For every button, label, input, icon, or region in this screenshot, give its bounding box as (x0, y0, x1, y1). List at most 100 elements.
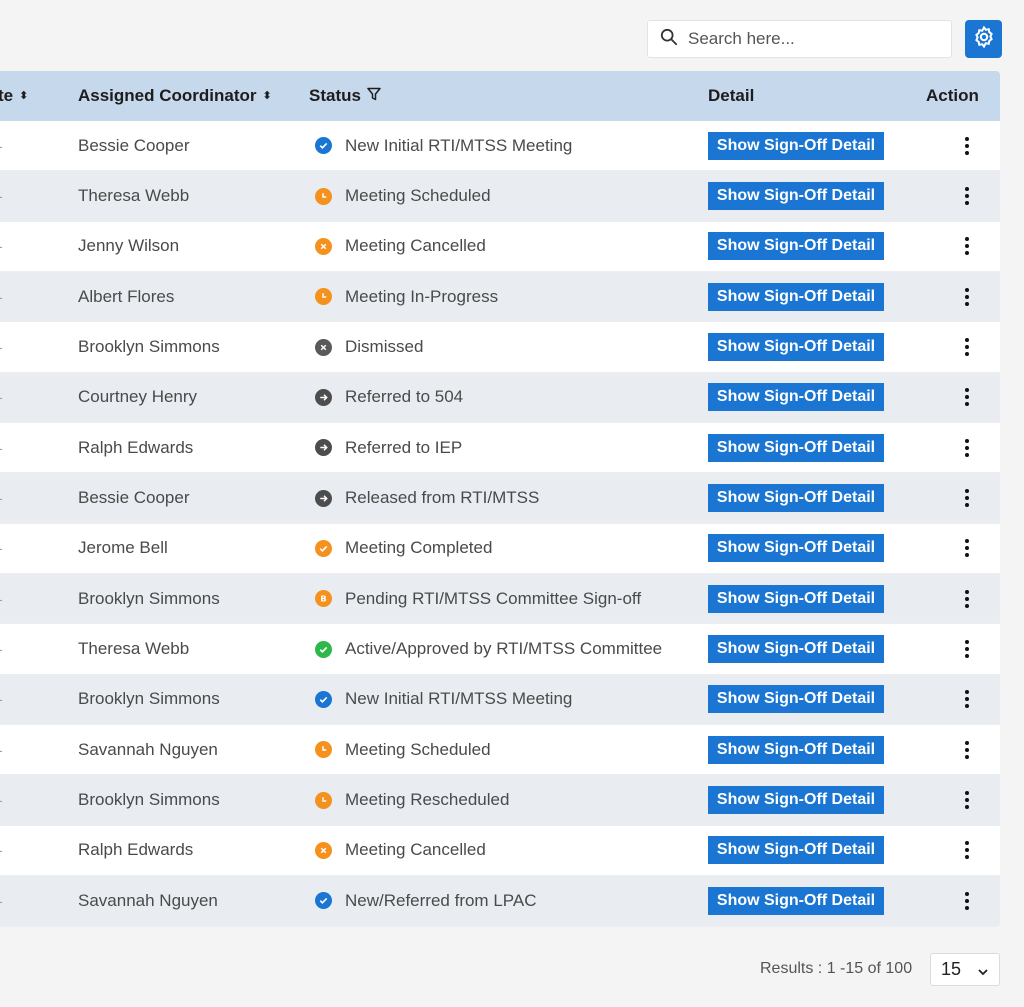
table-row: - Savannah Nguyen New/Referred from LPAC… (0, 876, 1000, 927)
search-box[interactable] (647, 20, 952, 58)
status-cell: Referred to IEP (315, 438, 462, 458)
arrow-right-icon (315, 388, 332, 406)
status-cell: Active/Approved by RTI/MTSS Committee (315, 639, 662, 659)
clock-orange-icon (315, 791, 332, 809)
x-dark-icon (315, 338, 332, 356)
table-row: - Bessie Cooper New Initial RTI/MTSS Mee… (0, 121, 1000, 172)
more-actions-icon[interactable] (958, 889, 976, 913)
show-sign-off-detail-button[interactable]: Show Sign-Off Detail (708, 735, 884, 764)
truncated-cell-marker: - (0, 440, 3, 456)
more-actions-icon[interactable] (958, 587, 976, 611)
coordinator-table: te ⬍ Assigned Coordinator ⬍ Status Detai… (0, 71, 1000, 927)
status-cell: Meeting Cancelled (315, 840, 486, 860)
letter-b-orange-icon: B (315, 590, 332, 608)
header-status[interactable]: Status (309, 86, 381, 106)
show-sign-off-detail-button[interactable]: Show Sign-Off Detail (708, 584, 884, 613)
search-input[interactable] (688, 29, 928, 49)
table-row: - Savannah Nguyen Meeting Scheduled Show… (0, 725, 1000, 776)
show-sign-off-detail-button[interactable]: Show Sign-Off Detail (708, 685, 884, 714)
sort-icon[interactable]: ⬍ (262, 89, 272, 102)
table-row: - Bessie Cooper Released from RTI/MTSS S… (0, 473, 1000, 524)
show-sign-off-detail-button[interactable]: Show Sign-Off Detail (708, 786, 884, 815)
header-action-label: Action (926, 86, 979, 105)
truncated-cell-marker: - (0, 591, 3, 607)
more-actions-icon[interactable] (958, 335, 976, 359)
truncated-cell-marker: - (0, 490, 3, 506)
show-sign-off-detail-button[interactable]: Show Sign-Off Detail (708, 836, 884, 865)
header-coordinator[interactable]: Assigned Coordinator ⬍ (78, 86, 272, 106)
chevron-down-icon (977, 962, 989, 983)
header-date-label: te (0, 86, 14, 105)
x-orange-icon (315, 841, 332, 859)
more-actions-icon[interactable] (958, 285, 976, 309)
table-row: - Brooklyn Simmons Meeting Rescheduled S… (0, 775, 1000, 826)
status-text: New/Referred from LPAC (345, 890, 537, 910)
page-size-value: 15 (941, 959, 962, 979)
more-actions-icon[interactable] (958, 184, 976, 208)
check-blue-icon (315, 137, 332, 155)
status-text: Meeting Cancelled (345, 236, 486, 256)
more-actions-icon[interactable] (958, 788, 976, 812)
coordinator-name: Theresa Webb (78, 639, 190, 659)
coordinator-name: Brooklyn Simmons (78, 790, 220, 810)
coordinator-name: Savannah Nguyen (78, 890, 218, 910)
header-status-label: Status (309, 86, 361, 105)
coordinator-name: Ralph Edwards (78, 437, 194, 457)
more-actions-icon[interactable] (958, 738, 976, 762)
truncated-cell-marker: - (0, 641, 3, 657)
truncated-cell-marker: - (0, 792, 3, 808)
show-sign-off-detail-button[interactable]: Show Sign-Off Detail (708, 383, 884, 412)
coordinator-name: Bessie Cooper (78, 135, 190, 155)
show-sign-off-detail-button[interactable]: Show Sign-Off Detail (708, 182, 884, 211)
status-text: Meeting Scheduled (345, 739, 491, 759)
sort-icon[interactable]: ⬍ (19, 89, 29, 102)
status-cell: Released from RTI/MTSS (315, 488, 539, 508)
page-size-select[interactable]: 15 (930, 953, 1000, 986)
header-date[interactable]: te ⬍ (0, 86, 28, 106)
more-actions-icon[interactable] (958, 687, 976, 711)
show-sign-off-detail-button[interactable]: Show Sign-Off Detail (708, 433, 884, 462)
show-sign-off-detail-button[interactable]: Show Sign-Off Detail (708, 635, 884, 664)
show-sign-off-detail-button[interactable]: Show Sign-Off Detail (708, 534, 884, 563)
table-row: - Theresa Webb Meeting Scheduled Show Si… (0, 171, 1000, 222)
more-actions-icon[interactable] (958, 838, 976, 862)
filter-icon[interactable] (367, 86, 381, 106)
show-sign-off-detail-button[interactable]: Show Sign-Off Detail (708, 333, 884, 362)
truncated-cell-marker: - (0, 339, 3, 355)
check-blue-icon (315, 690, 332, 708)
show-sign-off-detail-button[interactable]: Show Sign-Off Detail (708, 131, 884, 160)
truncated-cell-marker: - (0, 188, 3, 204)
status-text: Active/Approved by RTI/MTSS Committee (345, 639, 663, 659)
header-detail: Detail (708, 86, 754, 106)
header-detail-label: Detail (708, 86, 755, 105)
coordinator-name: Brooklyn Simmons (78, 689, 220, 709)
status-cell: New/Referred from LPAC (315, 891, 536, 911)
more-actions-icon[interactable] (958, 486, 976, 510)
coordinator-name: Ralph Edwards (78, 840, 194, 860)
status-cell: New Initial RTI/MTSS Meeting (315, 689, 572, 709)
clock-orange-icon (315, 187, 332, 205)
table-row: - Jerome Bell Meeting Completed Show Sig… (0, 524, 1000, 575)
coordinator-name: Theresa Webb (78, 186, 190, 206)
show-sign-off-detail-button[interactable]: Show Sign-Off Detail (708, 484, 884, 513)
more-actions-icon[interactable] (958, 234, 976, 258)
clock-orange-icon (315, 288, 332, 306)
show-sign-off-detail-button[interactable]: Show Sign-Off Detail (708, 282, 884, 311)
table-row: - Ralph Edwards Meeting Cancelled Show S… (0, 826, 1000, 877)
show-sign-off-detail-button[interactable]: Show Sign-Off Detail (708, 886, 884, 915)
settings-button[interactable] (965, 20, 1002, 58)
coordinator-name: Albert Flores (78, 286, 175, 306)
more-actions-icon[interactable] (958, 637, 976, 661)
table-row: - Courtney Henry Referred to 504 Show Si… (0, 372, 1000, 424)
more-actions-icon[interactable] (958, 385, 976, 409)
more-actions-icon[interactable] (958, 436, 976, 460)
status-cell: Meeting Scheduled (315, 740, 491, 760)
show-sign-off-detail-button[interactable]: Show Sign-Off Detail (708, 232, 884, 261)
arrow-right-icon (315, 489, 332, 507)
status-text: Meeting In-Progress (345, 286, 499, 306)
more-actions-icon[interactable] (958, 536, 976, 560)
status-cell: Meeting Cancelled (315, 236, 486, 256)
table-header: te ⬍ Assigned Coordinator ⬍ Status Detai… (0, 71, 1000, 121)
more-actions-icon[interactable] (958, 134, 976, 158)
truncated-cell-marker: - (0, 389, 3, 405)
